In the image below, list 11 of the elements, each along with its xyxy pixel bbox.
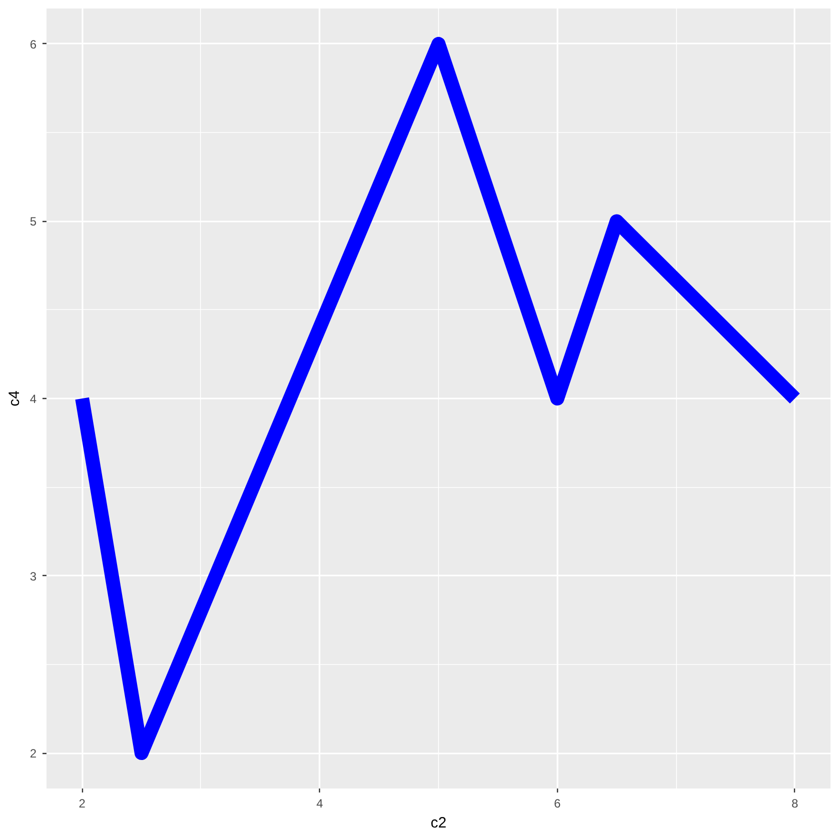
y-tick-label: 6 — [30, 37, 37, 52]
y-tick-label: 3 — [30, 569, 37, 584]
x-tick-label: 4 — [316, 796, 324, 810]
x-axis-title: c2 — [430, 814, 446, 832]
x-tick-label: 2 — [78, 796, 86, 810]
y-tick-label: 5 — [30, 214, 37, 229]
y-tick-label: 4 — [30, 392, 37, 406]
y-axis-title: c4 — [6, 390, 23, 406]
x-tick-label: 8 — [792, 796, 799, 810]
y-tick-label: 2 — [30, 746, 37, 761]
x-tick-label: 6 — [554, 796, 561, 810]
